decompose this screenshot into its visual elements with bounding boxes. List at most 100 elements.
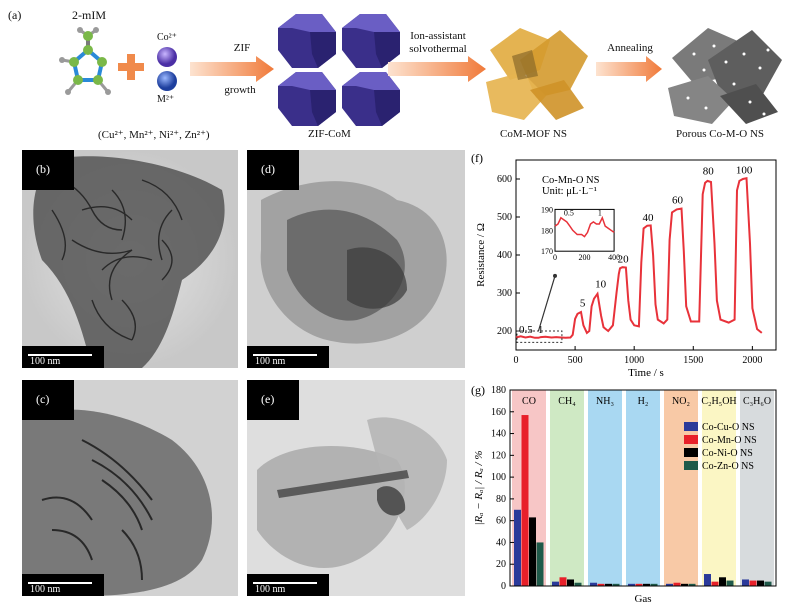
- panel-b-letter-box: [22, 150, 74, 190]
- bar: [628, 583, 635, 586]
- category-label: C₂H₅OH: [701, 396, 736, 407]
- arrow-right-icon: [190, 56, 274, 82]
- y-tick-label: 400: [497, 250, 512, 261]
- bar: [673, 582, 681, 586]
- category-band: [550, 390, 584, 586]
- bar: [612, 583, 620, 586]
- y-tick-label: 160: [491, 407, 506, 418]
- m-ion-icon: [157, 71, 177, 91]
- tem-image-e: (e) 100 nm: [247, 380, 465, 596]
- arrow2-top-label-2: solvothermal: [409, 43, 467, 55]
- inset-annotation: 1: [598, 209, 602, 218]
- legend-entry: Co-Mn-O NS: [702, 435, 757, 446]
- legend-entry: Co-Ni-O NS: [702, 448, 753, 459]
- linker-label: 2-mIM: [72, 8, 106, 22]
- category-band: [740, 390, 774, 586]
- arrow1-bottom-label: growth: [224, 84, 256, 96]
- bar: [704, 574, 711, 586]
- bar: [559, 577, 567, 586]
- legend-entry: Co-Cu-O NS: [702, 422, 755, 433]
- bar: [650, 583, 658, 586]
- category-label: C₃H₆O: [743, 396, 771, 407]
- concentration-label: 100: [736, 164, 753, 176]
- scalebar-d-label: 100 nm: [255, 356, 286, 367]
- tem-image-c: (c) 100 nm: [22, 380, 238, 596]
- bar: [643, 583, 650, 586]
- category-label: CO: [522, 396, 536, 407]
- scalebar-c: [22, 574, 104, 596]
- legend-swatch: [684, 435, 698, 444]
- inset-y-tick-label: 180: [541, 226, 553, 235]
- legend-swatch: [684, 448, 698, 457]
- panel-d-letter-box: [247, 150, 299, 190]
- y-tick-label: 40: [496, 537, 506, 548]
- bar: [749, 580, 757, 586]
- inset-pointer-line: [537, 275, 556, 332]
- category-label: NO₂: [672, 396, 690, 407]
- panel-b-letter: (b): [36, 162, 50, 176]
- bar: [590, 582, 597, 586]
- bar: [726, 580, 734, 586]
- scalebar-e: [247, 574, 329, 596]
- bar: [688, 583, 696, 586]
- co-ion-label: Co²⁺: [157, 32, 177, 43]
- category-label: H₂: [638, 396, 649, 407]
- scalebar-b-line: [28, 354, 92, 356]
- bar: [514, 509, 521, 586]
- legend-entry: Co-Zn-O NS: [702, 461, 754, 472]
- concentration-label: 5: [580, 297, 586, 309]
- panel-f-letter: (f): [471, 151, 483, 165]
- tem-image-d: (d) 100 nm: [247, 150, 465, 368]
- bar: [635, 583, 643, 586]
- arrow-right-icon: [388, 56, 486, 82]
- category-band: [664, 390, 698, 586]
- bar: [711, 581, 719, 586]
- inset-series-line: [554, 215, 615, 238]
- inset-frame: [554, 208, 615, 252]
- gas-response-chart: (g) CO CH₄ NH₃ H₂ NO₂ C₂H₅OH C₃H₆O 0 20 40 60 80 100 1…: [471, 383, 777, 605]
- panel-c-letter: (c): [36, 392, 50, 406]
- ions-list-label: (Cu²⁺, Mn²⁺, Ni²⁺, Zn²⁺): [98, 129, 210, 141]
- bar: [552, 581, 559, 586]
- scalebar-e-line: [253, 582, 317, 584]
- panel-d-letter: (d): [261, 162, 275, 176]
- scalebar-b-label: 100 nm: [30, 356, 61, 367]
- concentration-label: 60: [672, 195, 684, 207]
- y-axis-label: Resistance / Ω: [475, 223, 487, 287]
- bar: [536, 542, 544, 586]
- concentration-label: 80: [703, 165, 715, 177]
- bar: [666, 583, 673, 586]
- y-tick-label: 600: [497, 174, 512, 185]
- panel-e-letter: (e): [261, 392, 275, 406]
- scalebar-c-label: 100 nm: [30, 584, 61, 595]
- y-tick-label: 200: [497, 326, 512, 337]
- scalebar-d-line: [253, 354, 317, 356]
- inset-y-tick-label: 190: [541, 205, 553, 214]
- category-label: NH₃: [596, 396, 614, 407]
- panel-a-letter: (a): [8, 8, 22, 22]
- panel-e-letter-box: [247, 380, 299, 420]
- com-mof-label: CoM-MOF NS: [500, 128, 567, 140]
- com-mof-nanosheets-icon: [486, 28, 588, 120]
- x-tick-label: 2000: [742, 355, 762, 366]
- y-tick-label: 300: [497, 288, 512, 299]
- concentration-label: 40: [642, 212, 654, 224]
- scalebar-d: [247, 346, 329, 368]
- category-label: CH₄: [558, 396, 576, 407]
- concentration-label: 20: [618, 254, 630, 266]
- bar: [574, 582, 582, 586]
- x-axis-label: Time / s: [628, 367, 664, 379]
- bar: [529, 517, 536, 586]
- legend-swatch: [684, 422, 698, 431]
- legend-swatch: [684, 461, 698, 470]
- arrow2-top-label-1: Ion-assistant: [410, 30, 466, 42]
- y-tick-label: 60: [496, 516, 506, 527]
- panel-a: (a) 2-mIM Co²⁺ M²⁺: [0, 0, 792, 150]
- panel-g-letter: (g): [471, 383, 485, 397]
- bar: [597, 583, 605, 586]
- porous-oxide-label: Porous Co-M-O NS: [676, 128, 765, 140]
- y-tick-label: 20: [496, 559, 506, 570]
- category-band: [702, 390, 736, 586]
- inset-x-tick-label: 400: [608, 253, 620, 262]
- inset-x-tick-label: 200: [579, 253, 591, 262]
